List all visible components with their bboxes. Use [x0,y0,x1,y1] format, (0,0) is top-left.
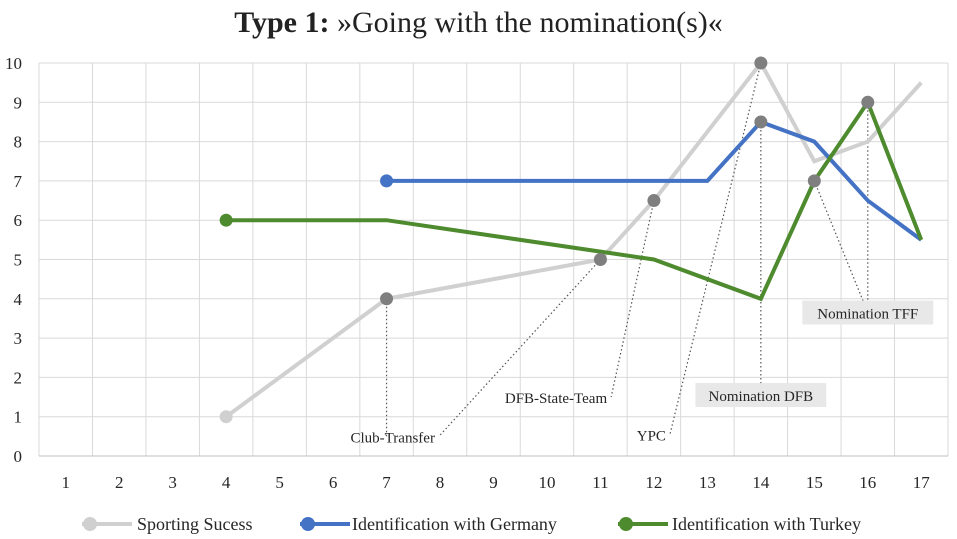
series-line [224,59,923,419]
legend-label: Sporting Sucess [137,514,253,534]
annotations: Club-Transfer DFB-State-Team YPC Nomination… [351,300,934,446]
x-tick-label: 4 [222,473,231,492]
event-marker [754,56,768,70]
x-tick-label: 17 [913,473,931,492]
start-marker [380,174,394,188]
x-tick-label: 7 [382,473,391,492]
x-tick-label: 6 [329,473,338,492]
y-tick-label: 8 [14,133,23,152]
legend-label: Identification with Turkey [672,514,861,534]
y-tick-label: 5 [14,251,23,270]
annotation-label: DFB-State-Team [505,391,608,407]
chart-title: Type 1: »Going with the nomination(s)« [0,4,957,42]
series-lines [224,59,924,419]
x-tick-label: 8 [436,473,445,492]
legend-swatch-marker [83,517,97,531]
x-tick-label: 12 [645,473,662,492]
x-tick-label: 13 [699,473,716,492]
x-tick-label: 14 [752,473,770,492]
chart-title-bold: Type 1: [234,6,330,39]
legend-swatch-marker [301,517,315,531]
event-marker [861,95,875,109]
y-tick-label: 0 [14,447,23,466]
event-marker [807,174,821,188]
x-tick-label: 9 [489,473,498,492]
x-tick-label: 10 [538,473,555,492]
annotation-label: Nomination TFF [817,307,918,323]
annotation-label: YPC [637,428,666,444]
x-tick-label: 11 [592,473,608,492]
annotation-label: Club-Transfer [351,430,435,446]
series-line [226,98,924,302]
markers [219,56,875,424]
series-line [386,119,923,242]
annotation-box [695,383,827,408]
y-tick-label: 10 [5,54,22,73]
event-marker [380,292,394,306]
legend-label: Identification with Germany [352,514,557,534]
x-tick-label: 5 [275,473,284,492]
y-tick-label: 1 [14,408,23,427]
x-tick-label: 16 [859,473,876,492]
y-tick-label: 2 [14,368,23,387]
legend: Sporting Sucess Identification with Germa… [82,514,861,534]
start-marker [219,213,233,227]
legend-swatch-marker [619,517,633,531]
annotation-leader [610,200,655,398]
chart-title-text: »Going with the nomination(s)« [336,6,723,39]
x-tick-label: 2 [115,473,124,492]
event-marker [593,253,607,266]
x-tick-label: 1 [61,473,70,492]
y-tick-label: 9 [14,93,23,112]
x-tick-label: 15 [806,473,823,492]
x-tick-label: 3 [168,473,177,492]
y-tick-label: 3 [14,329,23,348]
y-tick-label: 6 [14,211,23,230]
annotation-label: Nomination DFB [709,389,814,405]
event-marker [647,194,661,208]
annotation-leaders [385,62,869,437]
annotation-box [802,300,934,325]
start-marker [219,410,233,424]
event-marker [754,115,768,129]
y-tick-label: 7 [14,172,23,191]
y-tick-label: 4 [14,290,23,309]
